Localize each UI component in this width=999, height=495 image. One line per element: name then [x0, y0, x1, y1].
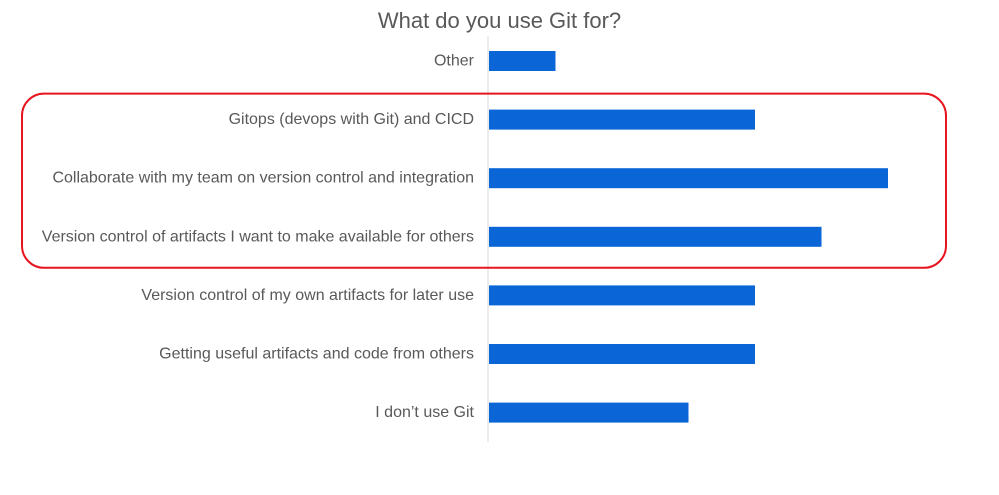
chart-title: What do you use Git for?	[377, 8, 622, 33]
bars-layer	[489, 51, 888, 423]
category-labels: Other Gitops (devops with Git) and CICD Co…	[42, 53, 475, 422]
category-label: Gitops (devops with Git) and CICD	[229, 111, 474, 128]
highlight-layer	[21, 92, 947, 269]
category-label: Getting useful artifacts and code from o…	[159, 346, 474, 363]
bar	[489, 285, 755, 306]
category-label: Version control of artifacts I want to m…	[42, 228, 474, 245]
bar	[489, 402, 689, 423]
bar	[489, 168, 888, 189]
bar	[489, 226, 822, 247]
bar	[489, 344, 755, 364]
category-label: I don’t use Git	[375, 404, 474, 421]
bar	[489, 109, 755, 130]
category-label: Version control of my own artifacts for …	[141, 287, 474, 304]
bar	[489, 51, 556, 71]
category-label: Collaborate with my team on version cont…	[52, 170, 474, 187]
highlight-box	[21, 92, 947, 269]
category-label: Other	[434, 53, 475, 70]
